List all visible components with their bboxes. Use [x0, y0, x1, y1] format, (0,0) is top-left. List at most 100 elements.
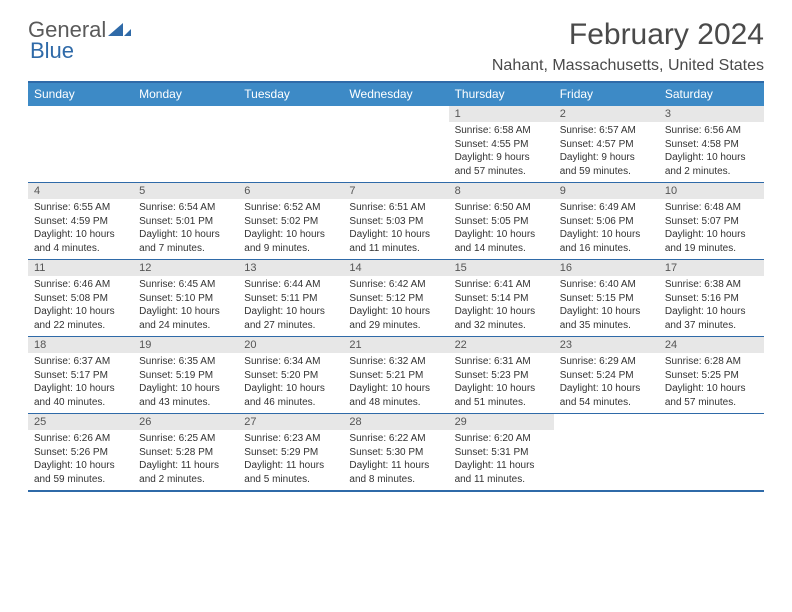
daynum-row: 13 [238, 260, 343, 276]
sunset-line: Sunset: 5:15 PM [560, 292, 653, 306]
sunset-line: Sunset: 5:14 PM [455, 292, 548, 306]
daynum-row: 16 [554, 260, 659, 276]
sunset-line: Sunset: 5:06 PM [560, 215, 653, 229]
sunrise-line: Sunrise: 6:54 AM [139, 201, 232, 215]
sunrise-line: Sunrise: 6:52 AM [244, 201, 337, 215]
daynum-row: 12 [133, 260, 238, 276]
day-lines: Sunrise: 6:44 AMSunset: 5:11 PMDaylight:… [238, 276, 343, 332]
day-cell [659, 414, 764, 490]
sunset-line: Sunset: 5:30 PM [349, 446, 442, 460]
sunrise-line: Sunrise: 6:29 AM [560, 355, 653, 369]
day-cell: 13 Sunrise: 6:44 AMSunset: 5:11 PMDayligh… [238, 260, 343, 336]
day-cell: 6Sunrise: 6:52 AMSunset: 5:02 PMDaylight… [238, 183, 343, 259]
sunrise-line: Sunrise: 6:46 AM [34, 278, 127, 292]
day-cell [554, 414, 659, 490]
daylight-line: Daylight: 10 hours and 16 minutes. [560, 228, 653, 255]
day-lines: Sunrise: 6:20 AMSunset: 5:31 PMDaylight:… [449, 430, 554, 486]
sunrise-line: Sunrise: 6:31 AM [455, 355, 548, 369]
day-cell [133, 106, 238, 182]
logo-shape-icon [108, 18, 132, 41]
sunrise-line: Sunrise: 6:44 AM [244, 278, 337, 292]
daylight-line: Daylight: 10 hours and 54 minutes. [560, 382, 653, 409]
day-cell: 8Sunrise: 6:50 AMSunset: 5:05 PMDaylight… [449, 183, 554, 259]
sunrise-line: Sunrise: 6:45 AM [139, 278, 232, 292]
daylight-line: Daylight: 10 hours and 29 minutes. [349, 305, 442, 332]
day-cell: 11Sunrise: 6:46 AMSunset: 5:08 PMDayligh… [28, 260, 133, 336]
daynum-row: 11 [28, 260, 133, 276]
sunrise-line: Sunrise: 6:28 AM [665, 355, 758, 369]
sunrise-line: Sunrise: 6:37 AM [34, 355, 127, 369]
day-cell [238, 106, 343, 182]
daylight-line: Daylight: 10 hours and 4 minutes. [34, 228, 127, 255]
daylight-line: Daylight: 10 hours and 35 minutes. [560, 305, 653, 332]
day-cell: 2Sunrise: 6:57 AMSunset: 4:57 PMDaylight… [554, 106, 659, 182]
daynum-row [238, 106, 343, 122]
week-row: 11Sunrise: 6:46 AMSunset: 5:08 PMDayligh… [28, 259, 764, 336]
daynum-row: 27 [238, 414, 343, 430]
day-number: 23 [554, 339, 572, 351]
sunrise-line: Sunrise: 6:22 AM [349, 432, 442, 446]
sunset-line: Sunset: 5:11 PM [244, 292, 337, 306]
daylight-line: Daylight: 10 hours and 46 minutes. [244, 382, 337, 409]
day-lines: Sunrise: 6:46 AMSunset: 5:08 PMDaylight:… [28, 276, 133, 332]
day-lines: Sunrise: 6:26 AMSunset: 5:26 PMDaylight:… [28, 430, 133, 486]
sunset-line: Sunset: 5:12 PM [349, 292, 442, 306]
day-cell: 23 Sunrise: 6:29 AMSunset: 5:24 PMDayligh… [554, 337, 659, 413]
daynum-row: 22 [449, 337, 554, 353]
day-number: 28 [343, 416, 361, 428]
daylight-line: Daylight: 10 hours and 57 minutes. [665, 382, 758, 409]
sunset-line: Sunset: 5:26 PM [34, 446, 127, 460]
day-number: 8 [449, 185, 461, 197]
daylight-line: Daylight: 11 hours and 8 minutes. [349, 459, 442, 486]
daynum-row [133, 106, 238, 122]
sunset-line: Sunset: 4:57 PM [560, 138, 653, 152]
day-number: 13 [238, 262, 256, 274]
daylight-line: Daylight: 10 hours and 11 minutes. [349, 228, 442, 255]
day-cell: 1Sunrise: 6:58 AMSunset: 4:55 PMDaylight… [449, 106, 554, 182]
sunrise-line: Sunrise: 6:35 AM [139, 355, 232, 369]
day-cell: 10Sunrise: 6:48 AMSunset: 5:07 PMDayligh… [659, 183, 764, 259]
daynum-row: 7 [343, 183, 448, 199]
daynum-row: 20 [238, 337, 343, 353]
daynum-row: 3 [659, 106, 764, 122]
sunrise-line: Sunrise: 6:55 AM [34, 201, 127, 215]
day-number: 5 [133, 185, 145, 197]
day-number: 25 [28, 416, 46, 428]
day-cell: 26Sunrise: 6:25 AMSunset: 5:28 PMDayligh… [133, 414, 238, 490]
day-cell: 3Sunrise: 6:56 AMSunset: 4:58 PMDaylight… [659, 106, 764, 182]
week-row: 25 Sunrise: 6:26 AMSunset: 5:26 PMDayligh… [28, 413, 764, 490]
day-number: 2 [554, 108, 566, 120]
day-lines: Sunrise: 6:29 AMSunset: 5:24 PMDaylight:… [554, 353, 659, 409]
sunset-line: Sunset: 5:01 PM [139, 215, 232, 229]
day-number: 3 [659, 108, 671, 120]
day-number: 7 [343, 185, 355, 197]
daynum-row [659, 414, 764, 430]
daylight-line: Daylight: 10 hours and 9 minutes. [244, 228, 337, 255]
day-cell [28, 106, 133, 182]
day-lines: Sunrise: 6:34 AMSunset: 5:20 PMDaylight:… [238, 353, 343, 409]
day-number: 26 [133, 416, 151, 428]
daynum-row: 5 [133, 183, 238, 199]
day-lines: Sunrise: 6:40 AMSunset: 5:15 PMDaylight:… [554, 276, 659, 332]
sunrise-line: Sunrise: 6:25 AM [139, 432, 232, 446]
day-cell: 16Sunrise: 6:40 AMSunset: 5:15 PMDayligh… [554, 260, 659, 336]
daynum-row: 6 [238, 183, 343, 199]
sunrise-line: Sunrise: 6:50 AM [455, 201, 548, 215]
daylight-line: Daylight: 10 hours and 24 minutes. [139, 305, 232, 332]
day-number: 19 [133, 339, 151, 351]
daynum-row: 24 [659, 337, 764, 353]
daylight-line: Daylight: 10 hours and 19 minutes. [665, 228, 758, 255]
sunrise-line: Sunrise: 6:20 AM [455, 432, 548, 446]
daynum-row: 1 [449, 106, 554, 122]
sunrise-line: Sunrise: 6:34 AM [244, 355, 337, 369]
day-cell: 22Sunrise: 6:31 AMSunset: 5:23 PMDayligh… [449, 337, 554, 413]
daylight-line: Daylight: 10 hours and 22 minutes. [34, 305, 127, 332]
day-lines: Sunrise: 6:38 AMSunset: 5:16 PMDaylight:… [659, 276, 764, 332]
day-cell: 25 Sunrise: 6:26 AMSunset: 5:26 PMDayligh… [28, 414, 133, 490]
day-cell: 17Sunrise: 6:38 AMSunset: 5:16 PMDayligh… [659, 260, 764, 336]
dow-sun: Sunday [28, 83, 133, 106]
sunset-line: Sunset: 5:05 PM [455, 215, 548, 229]
day-lines: Sunrise: 6:37 AMSunset: 5:17 PMDaylight:… [28, 353, 133, 409]
sunset-line: Sunset: 5:08 PM [34, 292, 127, 306]
day-cell: 27Sunrise: 6:23 AMSunset: 5:29 PMDayligh… [238, 414, 343, 490]
